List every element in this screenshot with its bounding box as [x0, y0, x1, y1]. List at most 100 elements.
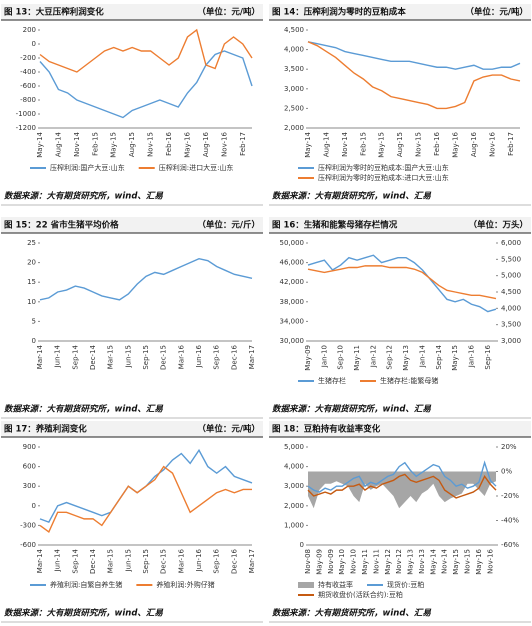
x-tick-label: Mar-16	[177, 548, 185, 573]
x-tick-label: Nov-16	[220, 131, 228, 156]
x-tick-label: Nov-15	[464, 549, 472, 574]
y-tick-label: 46,000	[280, 259, 305, 267]
x-tick-label: Sep-10	[337, 345, 345, 370]
series-line	[307, 473, 497, 499]
y2-tick-label: 3,000	[501, 337, 521, 345]
x-tick-label: May-14	[304, 131, 312, 157]
x-tick-label: May-10	[338, 549, 346, 575]
x-tick-label: Nov-16	[488, 131, 496, 156]
x-tick-label: Jan-10	[320, 345, 328, 368]
x-tick-label: May-16	[475, 548, 483, 574]
y-tick-label: 2,000	[284, 502, 304, 510]
y-tick-label: 4,000	[284, 46, 304, 54]
x-tick-label: May-13	[402, 345, 410, 371]
x-tick-label: Dec-15	[160, 549, 168, 574]
legend-label: 养殖利润:外购仔猪	[156, 580, 214, 589]
x-tick-label: Mar-15	[107, 549, 115, 573]
x-tick-label: Dec-16	[230, 548, 238, 574]
y-tick-label: 42,000	[280, 278, 305, 286]
y2-tick-label: 5,000	[501, 272, 521, 280]
y2-tick-label: 4,000	[501, 304, 521, 312]
x-tick-label: May-15	[378, 132, 386, 158]
panel-title: 图 15：22 省市生猪平均价格	[4, 220, 119, 231]
x-tick-label: Nov-08	[304, 549, 312, 574]
x-tick-label: Jan-14	[418, 344, 426, 368]
x-tick-label: Sep-16	[213, 548, 221, 573]
x-tick-label: Nov-14	[341, 131, 349, 156]
y-tick-label: -200	[20, 54, 36, 62]
header-bg	[1, 217, 263, 233]
series-line	[307, 41, 521, 70]
x-tick-label: May-13	[407, 549, 415, 575]
y2-tick-label: -40%	[501, 517, 519, 525]
y-tick-label: 15	[27, 278, 36, 286]
x-tick-label: Jun-14	[54, 548, 62, 572]
source-note: 数据来源：大有期货研究所，wind、汇易	[4, 608, 163, 619]
x-tick-label: Nov-13	[418, 549, 426, 574]
y-tick-label: 300	[23, 482, 36, 490]
series-line	[307, 265, 497, 300]
x-tick-label: Nov-10	[350, 549, 358, 574]
x-tick-label: Sep-14	[435, 344, 443, 369]
x-tick-label: Mar-17	[248, 345, 256, 369]
x-tick-label: Aug-15	[396, 132, 404, 157]
legend-label: 压榨利润:国产大豆:山东	[50, 163, 125, 172]
panel-title: 图 16：生猪和能繁母猪存栏情况	[272, 220, 398, 231]
x-tick-label: Jun-14	[54, 344, 62, 368]
x-tick-label: Aug-15	[128, 132, 136, 157]
x-tick-label: Feb-15	[91, 132, 99, 156]
y-tick-label: 10	[27, 298, 36, 306]
series-line	[39, 50, 253, 119]
x-tick-label: Sep-14	[71, 344, 79, 369]
x-tick-label: Feb-17	[507, 132, 515, 156]
y-tick-label: 38,000	[280, 298, 305, 306]
series-line	[307, 41, 521, 110]
x-tick-label: Mar-14	[36, 548, 44, 573]
x-tick-label: Jan-12	[369, 345, 377, 368]
panel-title: 图 13：大豆压榨利润变化	[4, 7, 104, 18]
x-tick-label: Aug-14	[322, 131, 330, 157]
y-tick-label: 0	[32, 502, 36, 510]
x-tick-label: Jan-16	[467, 344, 475, 368]
y-tick-label: 3,500	[284, 65, 304, 73]
y-tick-label: 2,000	[284, 124, 304, 132]
x-tick-label: Feb-16	[165, 131, 173, 155]
x-tick-label: Feb-17	[239, 132, 247, 156]
x-tick-label: May-15	[451, 345, 459, 371]
x-tick-label: Sep-12	[386, 345, 394, 370]
x-tick-label: Mar-16	[177, 344, 185, 369]
y-tick-label: -1200	[16, 124, 36, 132]
x-tick-label: May-09	[304, 345, 312, 371]
legend-label: 生猪存栏:能繁母猪	[380, 376, 438, 385]
x-tick-label: Sep-14	[71, 548, 79, 573]
y-tick-label: 5	[32, 317, 36, 325]
legend-label: 持有收益率	[318, 580, 353, 589]
y2-tick-label: 20%	[501, 443, 517, 451]
series-area	[308, 471, 496, 509]
y2-tick-label: 4,500	[501, 288, 521, 296]
panel-unit: （单位：元/吨）	[197, 7, 260, 18]
x-tick-label: Mar-17	[248, 549, 256, 573]
x-tick-label: Jun-16	[195, 548, 203, 572]
series-line	[39, 28, 253, 73]
y-tick-label: 1,000	[284, 521, 304, 529]
legend-label: 压榨利润:进口大豆:山东	[159, 163, 234, 172]
legend-swatch	[298, 582, 314, 588]
x-tick-label: Jun-15	[124, 345, 132, 368]
x-tick-label: Nov-09	[327, 549, 335, 574]
x-tick-label: May-16	[451, 131, 459, 157]
legend-label: 养殖利润:自繁自养生猪	[50, 580, 122, 589]
x-tick-label: Nov-14	[441, 548, 449, 573]
x-tick-label: May-15	[110, 132, 118, 158]
header-bg	[1, 421, 263, 437]
x-tick-label: Nov-12	[395, 549, 403, 574]
x-tick-label: Jun-15	[124, 549, 132, 572]
x-tick-label: Aug-16	[470, 131, 478, 157]
x-tick-label: Nov-15	[415, 132, 423, 157]
header-bg	[1, 4, 263, 20]
x-tick-label: May-15	[452, 549, 460, 575]
y-tick-label: 2,500	[284, 104, 304, 112]
x-tick-label: Feb-15	[359, 132, 367, 156]
source-note: 数据来源：大有期货研究所，wind、汇易	[272, 404, 431, 415]
